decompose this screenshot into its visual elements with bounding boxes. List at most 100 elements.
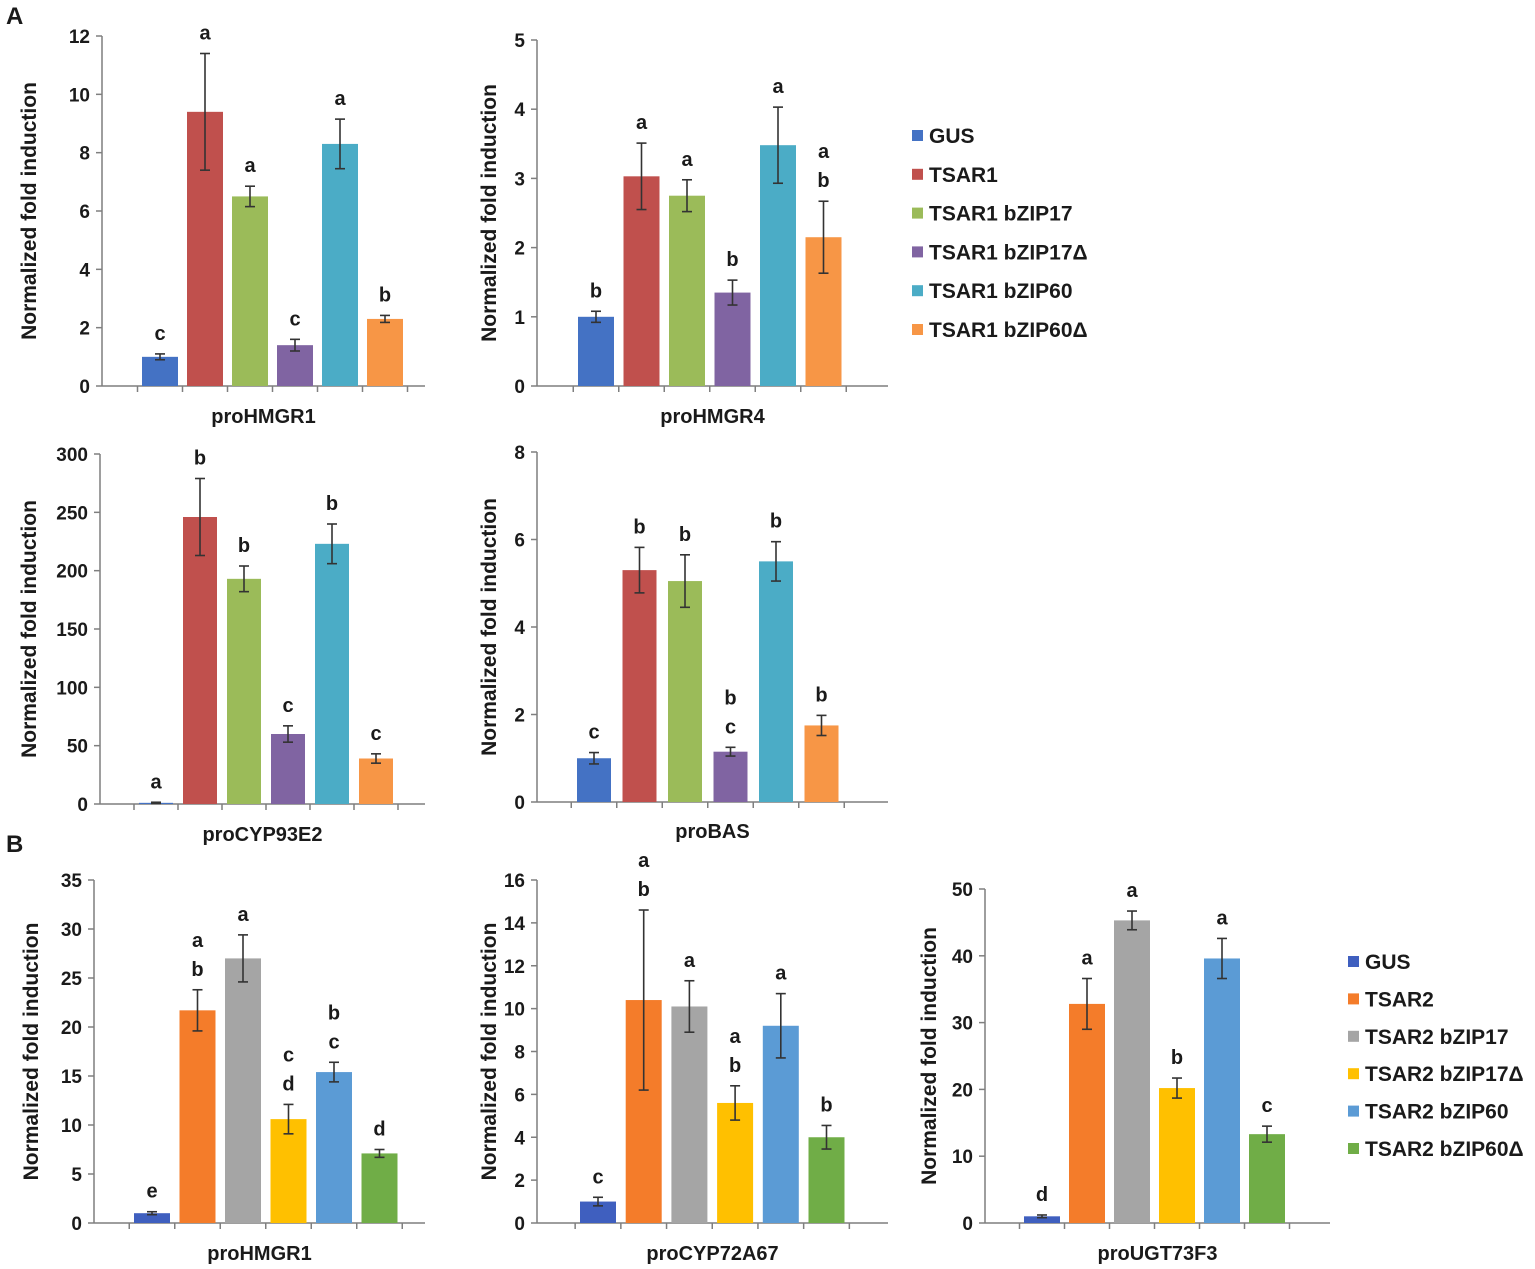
legend-label: TSAR1 bZIP17	[929, 203, 1073, 226]
y-tick-label: 3	[514, 169, 525, 190]
y-tick-label: 6	[79, 202, 90, 223]
significance-letter: c	[154, 323, 165, 345]
x-axis-label: proBAS	[675, 821, 749, 843]
y-tick-label: 150	[56, 620, 88, 641]
bar	[315, 543, 349, 804]
y-tick-label: 30	[952, 1014, 973, 1035]
y-tick-label: 0	[514, 377, 525, 398]
y-tick-label: 40	[952, 947, 973, 968]
y-tick-label: 300	[56, 445, 88, 466]
bar	[225, 958, 261, 1223]
y-tick-label: 5	[514, 31, 525, 52]
significance-letter: b	[328, 1002, 340, 1024]
y-tick-label: 4	[79, 260, 90, 281]
legend-label: TSAR1 bZIP60Δ	[929, 319, 1088, 342]
legend-a: GUS TSAR1 TSAR1 bZIP17 TSAR1 bZIP17Δ TSAR1 b…	[912, 125, 1088, 342]
y-tick-label: 0	[79, 377, 90, 398]
y-tick-label: 8	[79, 144, 90, 165]
y-tick-label: 6	[514, 1085, 525, 1106]
legend-swatch	[912, 285, 923, 297]
y-tick-label: 100	[56, 678, 88, 699]
y-tick-label: 2	[514, 706, 525, 727]
y-tick-label: 16	[504, 871, 525, 892]
significance-letter: b	[679, 524, 691, 546]
chart-b3: 0 10 20 30 40 50 Normalized fold induction proU…	[918, 880, 1330, 1265]
y-tick-label: 30	[61, 920, 82, 941]
y-tick-label: 0	[71, 1214, 82, 1235]
legend-swatch	[1348, 1030, 1359, 1042]
significance-letter: a	[775, 963, 787, 985]
y-axis-label: Normalized fold induction	[20, 923, 43, 1181]
panel-label-a: A	[6, 3, 23, 30]
bar	[1249, 1134, 1285, 1223]
y-tick-label: 20	[952, 1080, 973, 1101]
bar	[804, 725, 839, 802]
bar	[232, 196, 268, 386]
y-axis-label: Normalized fold induction	[18, 500, 41, 758]
y-tick-label: 12	[69, 27, 90, 48]
panel-label-b: B	[6, 831, 23, 858]
bar	[714, 292, 751, 386]
y-tick-label: 4	[514, 100, 525, 121]
y-tick-label: 25	[61, 969, 83, 990]
y-tick-label: 4	[514, 1128, 525, 1149]
y-tick-label: 12	[504, 957, 525, 978]
significance-letter: b	[633, 516, 645, 538]
y-axis-label: Normalized fold induction	[478, 498, 501, 756]
significance-letter: c	[725, 716, 736, 738]
bar	[622, 570, 657, 802]
y-tick-label: 0	[514, 1214, 525, 1235]
significance-letter: b	[238, 535, 250, 557]
legend-label: TSAR2	[1365, 988, 1434, 1011]
significance-letter: a	[1081, 948, 1093, 970]
significance-letter: a	[638, 850, 650, 872]
significance-letter: b	[590, 280, 602, 302]
y-tick-label: 50	[952, 880, 973, 901]
bar	[1069, 1003, 1105, 1223]
significance-letter: b	[194, 448, 206, 470]
bar	[623, 176, 660, 386]
y-tick-label: 35	[61, 871, 83, 892]
significance-letter: b	[326, 493, 338, 515]
y-tick-label: 250	[56, 503, 88, 524]
chart-a1: 0 2 4 6 8 10 12 Normalized fold induction proHMG…	[18, 23, 425, 428]
significance-letter: a	[818, 141, 830, 163]
y-tick-label: 0	[514, 793, 525, 814]
significance-letter: a	[1216, 907, 1228, 929]
bar	[277, 345, 313, 386]
x-axis-label: proCYP93E2	[202, 824, 322, 846]
significance-letter: a	[150, 771, 162, 793]
y-tick-label: 8	[514, 1043, 525, 1064]
legend-swatch	[1348, 1105, 1359, 1117]
chart-a2: 0 1 2 3 4 5 Normalized fold induction proHMGR4 b…	[478, 31, 888, 428]
legend-swatch	[912, 168, 923, 180]
y-tick-label: 10	[69, 85, 90, 106]
significance-letter: b	[724, 687, 736, 709]
significance-letter: a	[237, 904, 249, 926]
x-axis-label: proCYP72A67	[646, 1243, 778, 1265]
bar	[580, 1201, 616, 1223]
significance-letter: a	[199, 23, 211, 45]
bar	[322, 143, 358, 386]
bar	[134, 1213, 170, 1223]
significance-letter: a	[636, 112, 648, 134]
legend-label: TSAR2 bZIP17	[1365, 1026, 1509, 1049]
significance-letter: a	[681, 149, 693, 171]
y-tick-label: 4	[514, 618, 525, 639]
significance-letter: b	[726, 249, 738, 271]
y-axis-label: Normalized fold induction	[918, 927, 941, 1185]
legend-label: TSAR1	[929, 164, 998, 187]
legend-b: GUS TSAR2 TSAR2 bZIP17 TSAR2 bZIP17Δ TSAR2 b…	[1348, 951, 1524, 1161]
legend-label: GUS	[1365, 951, 1411, 974]
bar	[142, 356, 178, 386]
bar	[760, 145, 796, 386]
bar	[759, 561, 793, 802]
bar	[359, 758, 393, 804]
bar	[713, 751, 748, 802]
y-tick-label: 20	[61, 1018, 82, 1039]
y-tick-label: 8	[514, 443, 525, 464]
legend-swatch	[912, 207, 923, 219]
significance-letter: c	[283, 1044, 294, 1066]
